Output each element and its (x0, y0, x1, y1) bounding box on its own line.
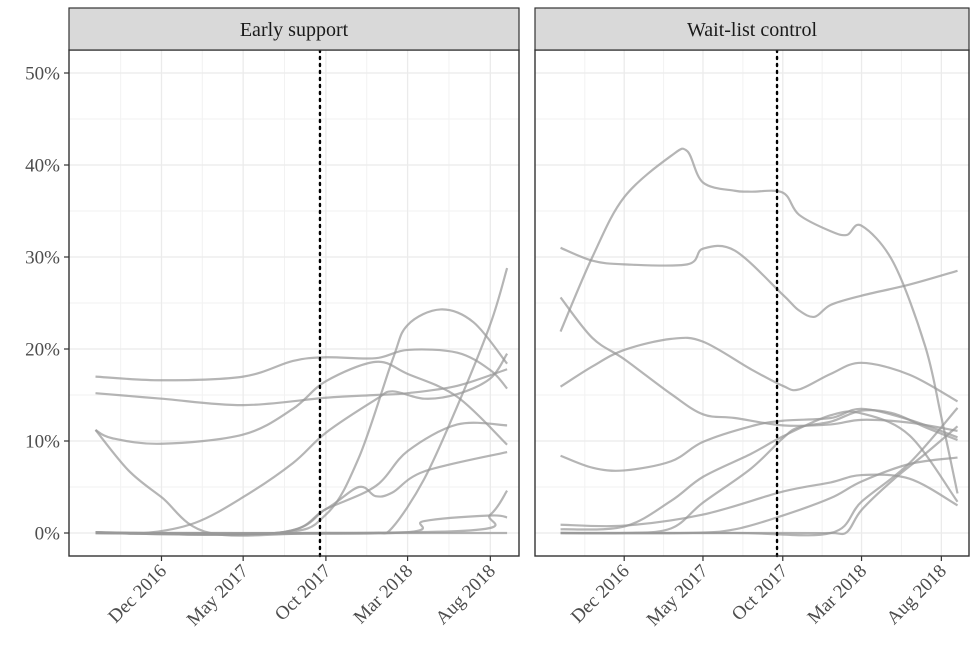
series-line (95, 368, 508, 407)
panels (68, 48, 970, 561)
x-tick-label: Aug 2018 (432, 561, 500, 629)
y-tick-label: 30% (25, 248, 60, 269)
x-axis-wait-list-control: Dec 2016 May 2017 Oct 2017 Mar 2018 Aug … (567, 561, 951, 631)
facet-panel (534, 48, 970, 561)
series-line (560, 244, 958, 319)
series-line (560, 473, 959, 528)
y-tick-label: 40% (25, 156, 60, 177)
x-axis-early-support: Dec 2016 May 2017 Oct 2017 Mar 2018 Aug … (104, 561, 500, 631)
facet-strip-early-support: Early support (68, 7, 520, 51)
series-line (559, 296, 958, 432)
series-line (559, 336, 959, 403)
x-tick-label: Mar 2018 (804, 561, 871, 628)
x-tick-label: Mar 2018 (350, 561, 417, 628)
y-tick-label: 20% (25, 340, 60, 361)
y-tick-label: 0% (35, 524, 61, 545)
series-line (95, 352, 509, 535)
x-tick-label: May 2017 (643, 561, 713, 631)
x-tick-label: Oct 2017 (728, 561, 792, 625)
facet-panel (68, 48, 520, 561)
series-line (94, 360, 508, 446)
series-line (560, 410, 959, 531)
x-tick-label: Dec 2016 (567, 561, 634, 628)
series-line (559, 147, 959, 494)
series-line (95, 348, 508, 390)
series-line (560, 425, 959, 536)
y-tick-label: 50% (25, 64, 60, 85)
facet-title: Early support (240, 19, 349, 41)
x-tick-label: Oct 2017 (271, 561, 335, 625)
series-line (95, 490, 509, 535)
facet-title: Wait-list control (687, 19, 817, 41)
x-tick-label: Dec 2016 (104, 561, 171, 628)
y-axis: 0% 10% 20% 30% 40% 50% (25, 64, 69, 545)
y-tick-label: 10% (25, 432, 60, 453)
x-tick-label: Aug 2018 (883, 561, 951, 629)
x-tick-label: May 2017 (183, 561, 253, 631)
series-line (560, 409, 958, 535)
facet-strip-wait-list-control: Wait-list control (534, 7, 970, 51)
